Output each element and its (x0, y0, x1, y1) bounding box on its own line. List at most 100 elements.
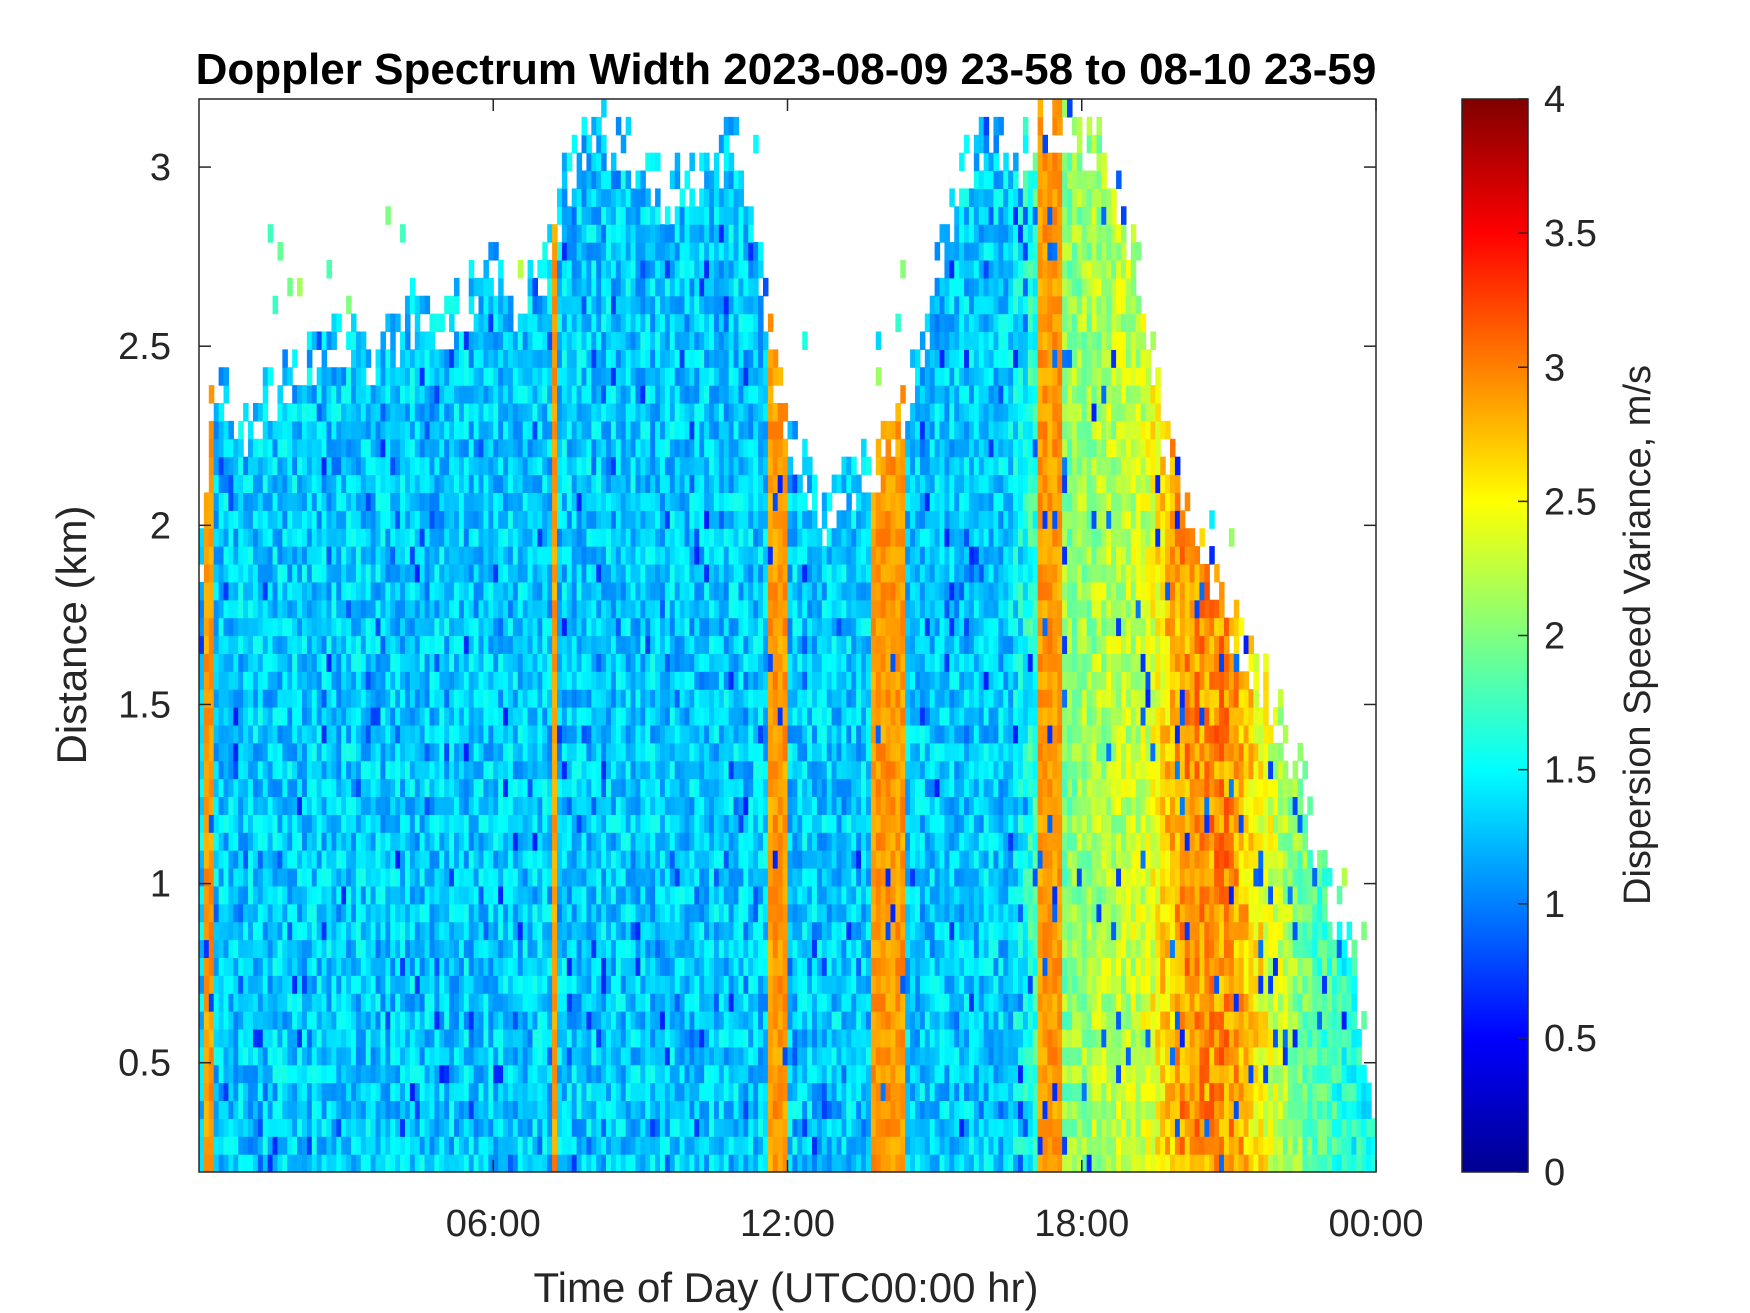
heatmap-cell (596, 617, 602, 637)
heatmap-cell (537, 814, 543, 833)
heatmap-cell (488, 599, 494, 619)
heatmap-cell (601, 1011, 607, 1030)
heatmap-cell (395, 653, 401, 672)
heatmap-cell (316, 1064, 323, 1084)
heatmap-cell (664, 1046, 671, 1066)
heatmap-cell (409, 993, 416, 1012)
heatmap-cell (444, 438, 450, 458)
heatmap-cell (301, 814, 308, 833)
heatmap-cell (596, 259, 602, 279)
heatmap-cell (429, 1082, 435, 1102)
heatmap-cell (610, 581, 617, 601)
heatmap-cell (439, 653, 445, 672)
heatmap-cell (375, 403, 382, 422)
heatmap-cell (557, 778, 563, 798)
heatmap-cell (463, 1100, 470, 1119)
heatmap-cell (248, 903, 254, 923)
heatmap-cell (596, 599, 602, 619)
heatmap-cell (507, 385, 514, 404)
heatmap-cell (434, 653, 440, 672)
heatmap-cell (669, 1118, 676, 1137)
heatmap-cell (615, 367, 622, 386)
heatmap-cell (542, 689, 548, 708)
heatmap-cell (478, 707, 485, 726)
heatmap-cell (679, 581, 686, 601)
heatmap-cell (248, 420, 254, 440)
heatmap-cell (439, 1064, 445, 1084)
heatmap-cell (655, 295, 661, 315)
heatmap-cell (203, 1046, 210, 1066)
heatmap-cell (199, 635, 205, 654)
heatmap-cell (316, 438, 323, 458)
heatmap-cell (414, 510, 421, 529)
heatmap-cell (488, 760, 494, 780)
heatmap-cell (581, 939, 588, 958)
heatmap-cell (355, 921, 362, 941)
heatmap-cell (346, 903, 352, 923)
heatmap-cell (620, 349, 627, 368)
heatmap-cell (301, 975, 308, 994)
heatmap-cell (659, 921, 666, 941)
heatmap-cell (561, 778, 568, 798)
heatmap-cell (591, 581, 597, 601)
heatmap-cell (414, 760, 421, 780)
heatmap-cell (478, 832, 485, 851)
heatmap-cell (684, 1064, 691, 1084)
heatmap-cell (262, 1046, 269, 1066)
heatmap-cell (547, 850, 553, 869)
heatmap-cell (650, 707, 656, 726)
heatmap-cell (610, 510, 617, 529)
heatmap-cell (213, 975, 220, 994)
heatmap-cell (606, 510, 612, 529)
heatmap-cell (507, 742, 514, 762)
heatmap-cell (360, 1100, 367, 1119)
heatmap-cell (414, 671, 421, 690)
heatmap-cell (424, 456, 431, 476)
heatmap-cell (311, 456, 318, 476)
heatmap-cell (409, 671, 416, 690)
heatmap-cell (566, 546, 573, 565)
heatmap-cell (635, 403, 641, 422)
heatmap-cell (606, 814, 612, 833)
heatmap-cell (218, 581, 225, 601)
heatmap-cell (468, 474, 475, 494)
heatmap-cell (311, 1046, 318, 1066)
heatmap-cell (493, 1136, 499, 1155)
heatmap-cell (233, 581, 239, 601)
heatmap-cell (434, 546, 440, 565)
heatmap-cell (262, 957, 269, 976)
heatmap-cell (419, 796, 426, 815)
heatmap-cell (419, 867, 426, 887)
heatmap-cell (537, 1136, 543, 1155)
heatmap-cell (517, 617, 524, 637)
heatmap-cell (297, 563, 303, 583)
heatmap-cell (488, 403, 494, 422)
heatmap-cell (581, 385, 588, 404)
heatmap-cell (659, 563, 666, 583)
heatmap-cell (537, 367, 543, 386)
heatmap-cell (527, 1136, 534, 1155)
heatmap-cell (390, 1064, 396, 1084)
heatmap-cell (650, 742, 656, 762)
heatmap-cell (439, 850, 445, 869)
heatmap-cell (272, 653, 279, 672)
heatmap-cell (483, 277, 489, 297)
heatmap-cell (655, 1011, 661, 1030)
heatmap-cell (655, 367, 661, 386)
heatmap-cell (645, 367, 651, 386)
heatmap-cell (659, 832, 666, 851)
heatmap-cell (694, 1154, 700, 1172)
heatmap-cell (316, 1082, 323, 1102)
heatmap-cell (571, 689, 578, 708)
heatmap-cell (522, 367, 529, 386)
heatmap-cell (203, 724, 210, 744)
heatmap-cell (306, 957, 313, 976)
heatmap-cell (586, 492, 592, 511)
heatmap-cell (620, 385, 627, 404)
heatmap-cell (655, 1136, 661, 1155)
heatmap-cell (248, 528, 254, 547)
heatmap-cell (610, 206, 617, 225)
heatmap-cell (566, 921, 573, 941)
heatmap-cell (429, 760, 435, 780)
heatmap-cell (547, 689, 553, 708)
